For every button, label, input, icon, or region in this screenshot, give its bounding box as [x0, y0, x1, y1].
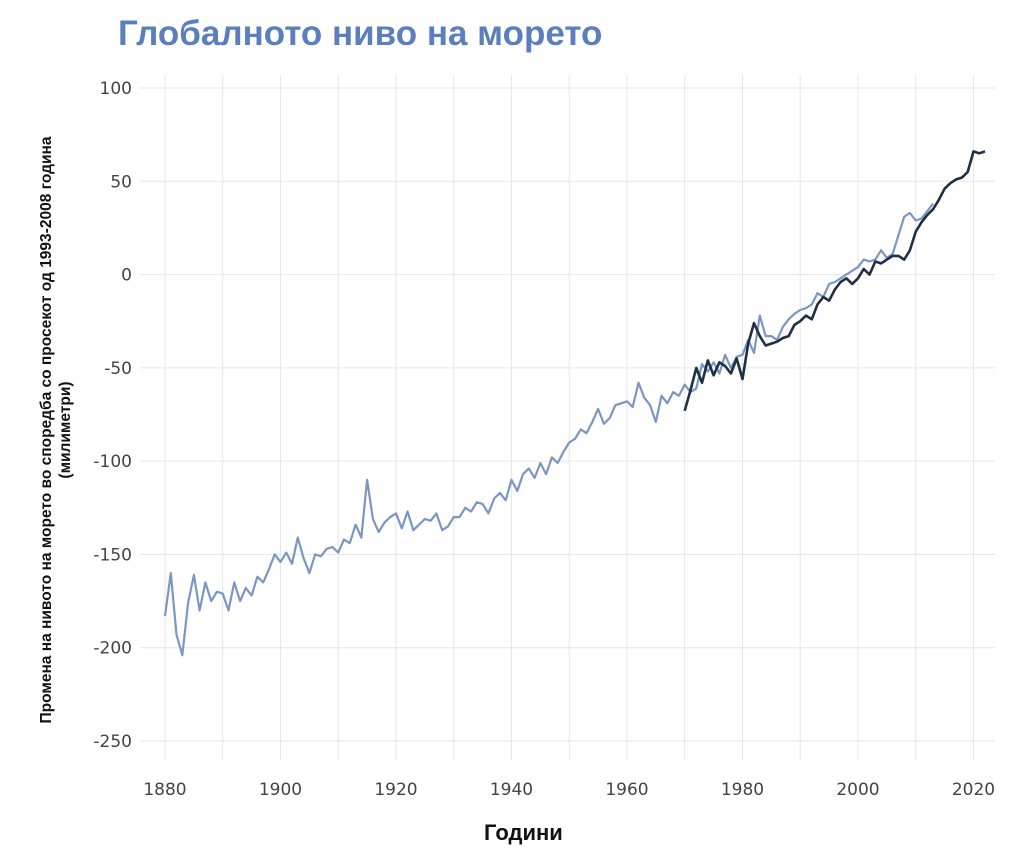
x-axis-label: Години: [484, 820, 563, 845]
y-tick-label: 0: [121, 266, 132, 286]
y-ticks: 100 50 0 -50 -100 -150 -200 -250: [93, 79, 132, 752]
y-tick-label: 100: [100, 79, 132, 99]
series-line-1: [163, 203, 934, 657]
series-lines: [163, 150, 986, 657]
x-tick-label: 1900: [259, 780, 302, 800]
y-tick-label: -200: [93, 639, 132, 659]
y-tick-label: -250: [93, 732, 132, 752]
x-tick-label: 1980: [721, 780, 764, 800]
y-tick-label: -50: [104, 359, 132, 379]
y-tick-label: 50: [110, 172, 132, 192]
grid: [140, 75, 995, 760]
x-tick-label: 1960: [605, 780, 648, 800]
x-tick-label: 1920: [374, 780, 417, 800]
x-tick-label: 2020: [952, 780, 995, 800]
chart-title: Глобалното ниво на морето: [118, 14, 603, 53]
y-tick-label: -150: [93, 545, 132, 565]
y-tick-label: -100: [93, 452, 132, 472]
x-ticks: 1880 1900 1920 1940 1960 1980 2000 2020: [143, 780, 995, 800]
x-tick-label: 1880: [143, 780, 186, 800]
series-line-2: [683, 150, 986, 412]
x-tick-label: 1940: [490, 780, 533, 800]
x-tick-label: 2000: [836, 780, 879, 800]
